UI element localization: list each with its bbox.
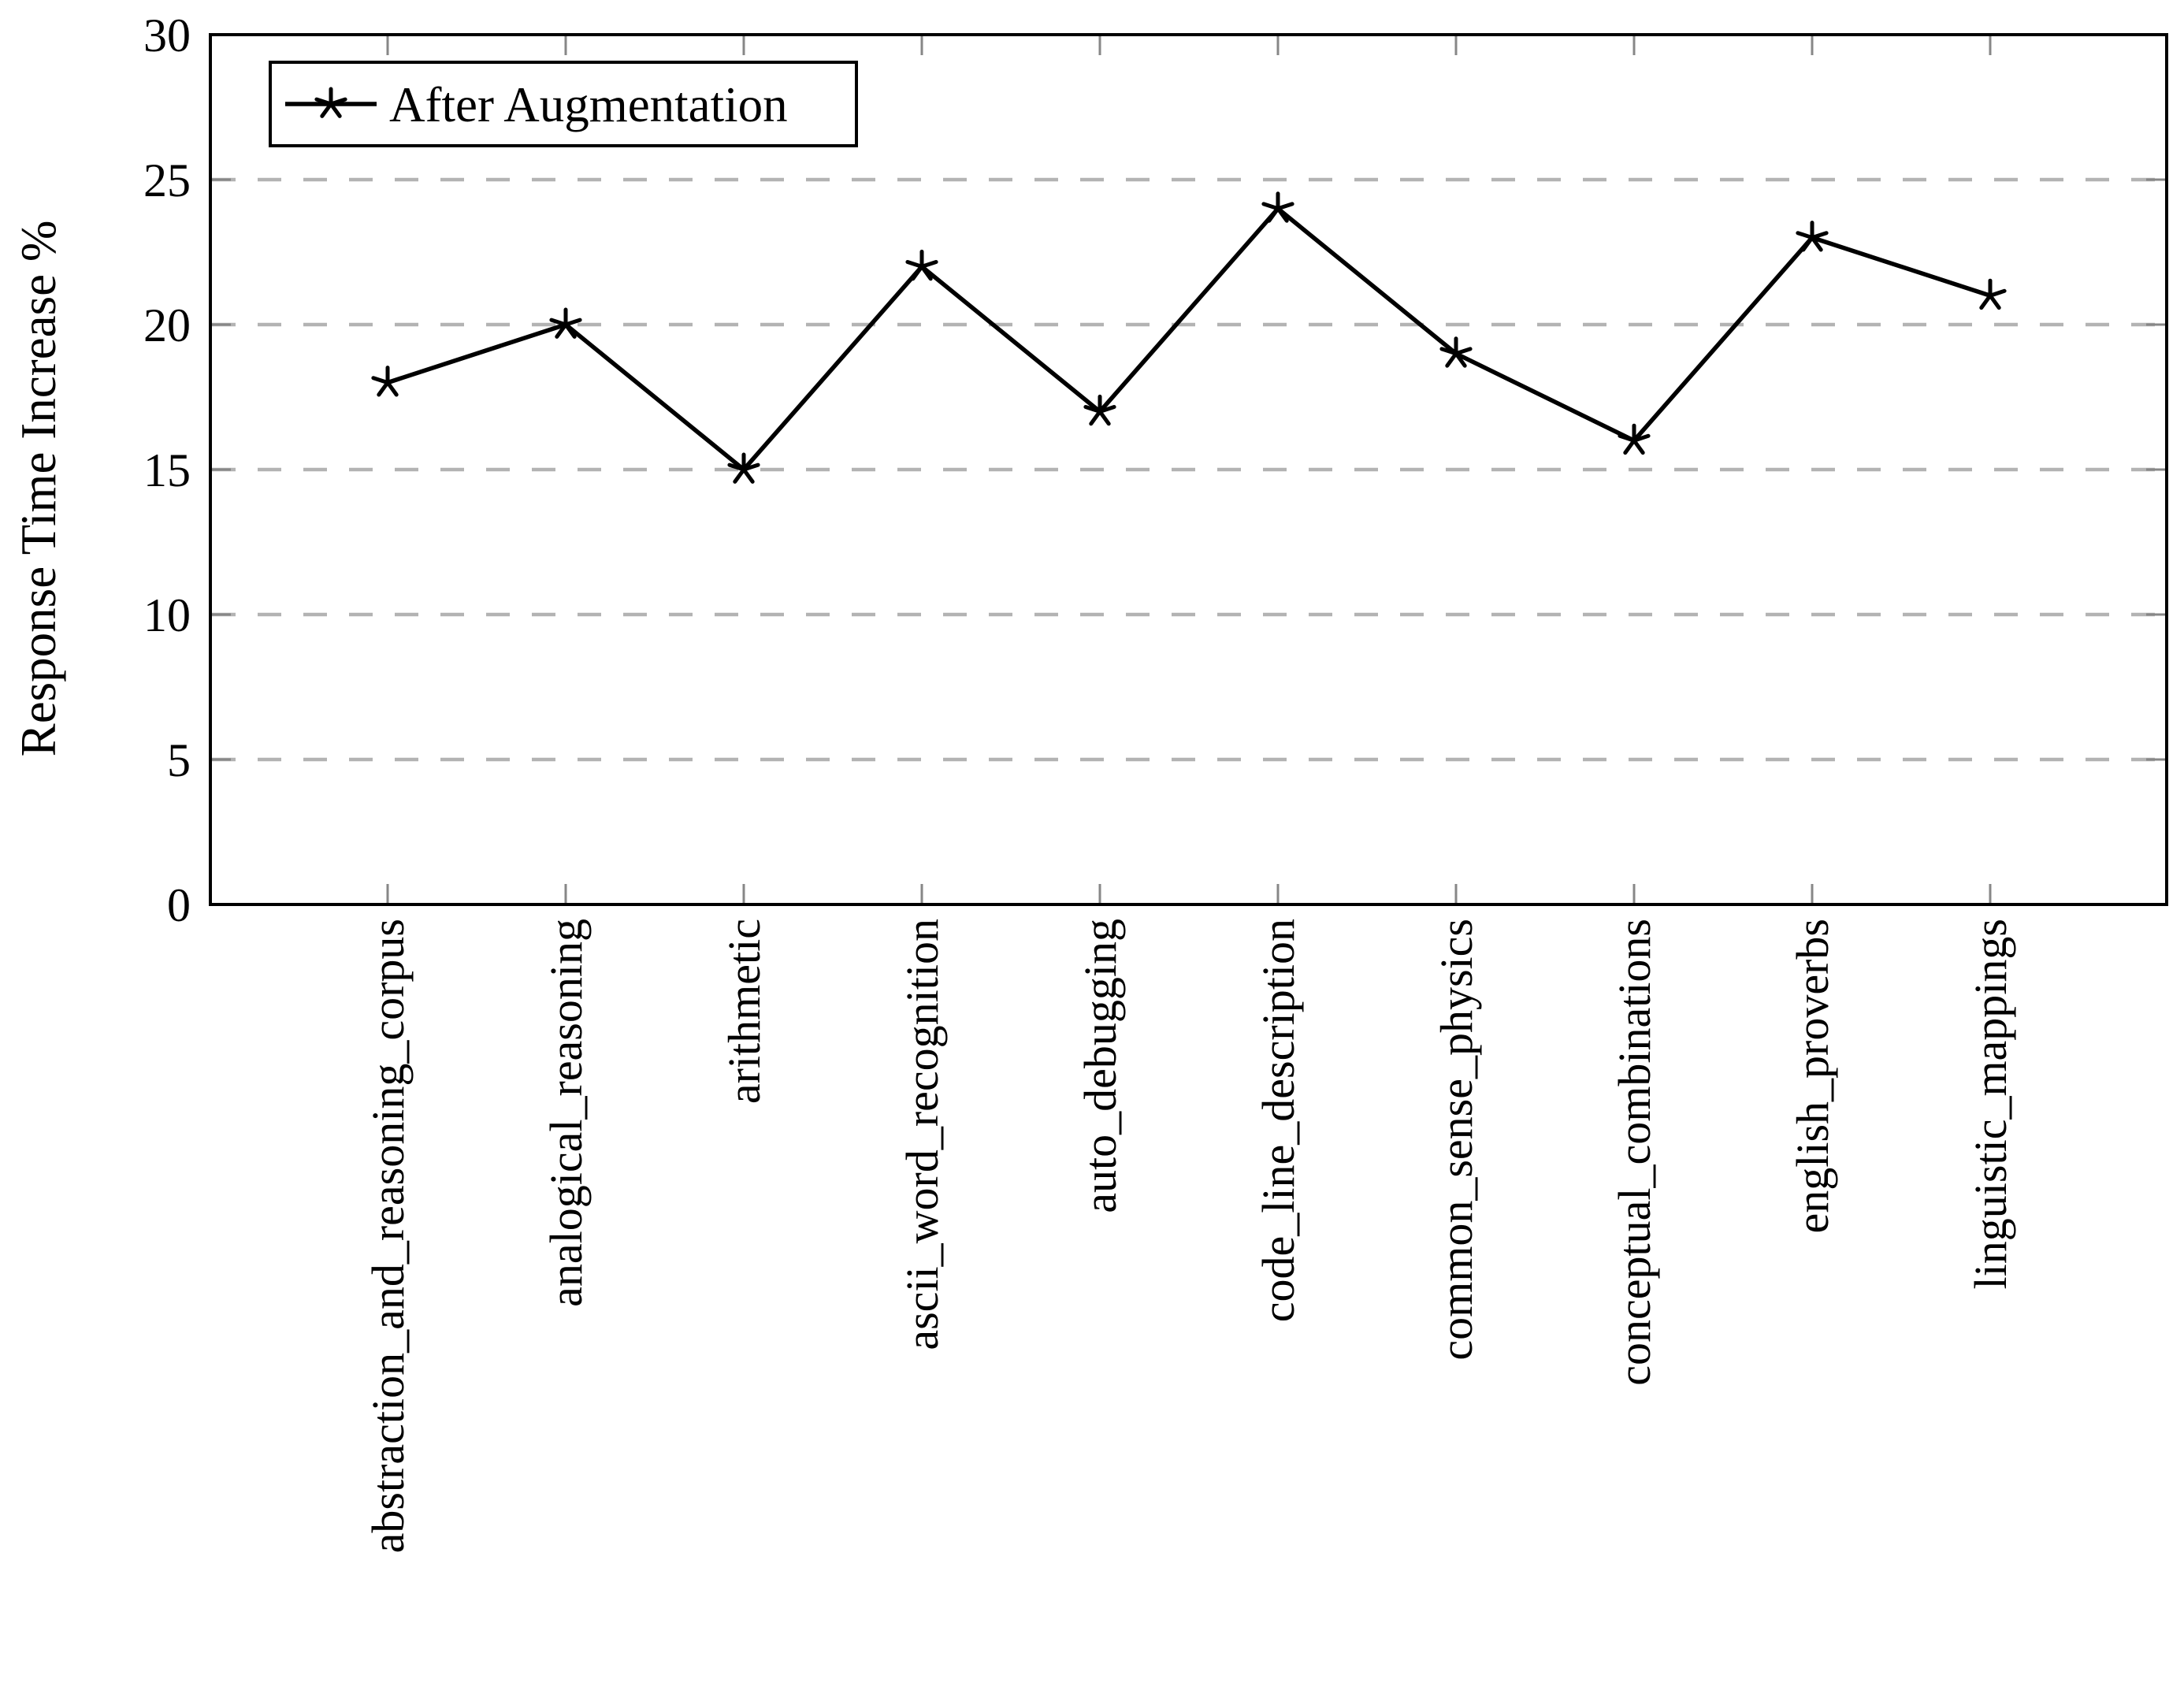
x-tick-label: common_sense_physics	[1431, 919, 1482, 1361]
x-tick-label: code_line_description	[1253, 919, 1304, 1322]
legend: After Augmentation	[269, 61, 858, 147]
x-tick-label: ascii_word_recognition	[897, 919, 948, 1350]
data-point-marker	[1974, 278, 2007, 310]
x-tick-label: auto_debugging	[1075, 919, 1126, 1213]
x-tick-label: abstraction_and_reasoning_corpus	[362, 919, 414, 1553]
data-point-marker	[1618, 423, 1651, 455]
y-axis-label: Response Time Increase %	[11, 221, 66, 757]
data-point-marker	[905, 249, 938, 281]
y-tick-label: 0	[167, 879, 191, 931]
data-point-marker	[371, 366, 404, 397]
x-axis-tick-labels: abstraction_and_reasoning_corpus analogic…	[362, 919, 2016, 1553]
y-tick-label: 20	[143, 299, 191, 351]
x-tick-label: analogical_reasoning	[540, 919, 592, 1307]
y-tick-label: 15	[143, 444, 191, 496]
x-tick-label: conceptual_combinations	[1609, 919, 1660, 1386]
y-tick-label: 30	[143, 9, 191, 61]
legend-star-marker-icon	[314, 87, 347, 118]
data-point-marker	[549, 307, 582, 339]
x-tick-label: english_proverbs	[1787, 919, 1838, 1234]
grid-layer	[210, 35, 2167, 904]
x-tick-label: arithmetic	[719, 919, 770, 1104]
y-axis-tick-labels: 0 5 10 15 20 25 30	[143, 9, 191, 931]
series-layer	[371, 191, 2007, 484]
series-line	[387, 205, 1991, 473]
data-point-marker	[1261, 191, 1294, 223]
y-tick-label: 5	[167, 734, 191, 786]
legend-label: After Augmentation	[389, 77, 788, 132]
data-point-marker	[1083, 394, 1116, 426]
x-tick-label: linguistic_mappings	[1965, 919, 2016, 1289]
data-point-marker	[1796, 221, 1829, 252]
data-point-marker	[727, 452, 760, 484]
data-point-marker	[1439, 336, 1473, 368]
plot-border	[209, 33, 2168, 906]
star-icon	[314, 87, 347, 118]
y-tick-label: 10	[143, 589, 191, 641]
y-tick-label: 25	[143, 154, 191, 206]
